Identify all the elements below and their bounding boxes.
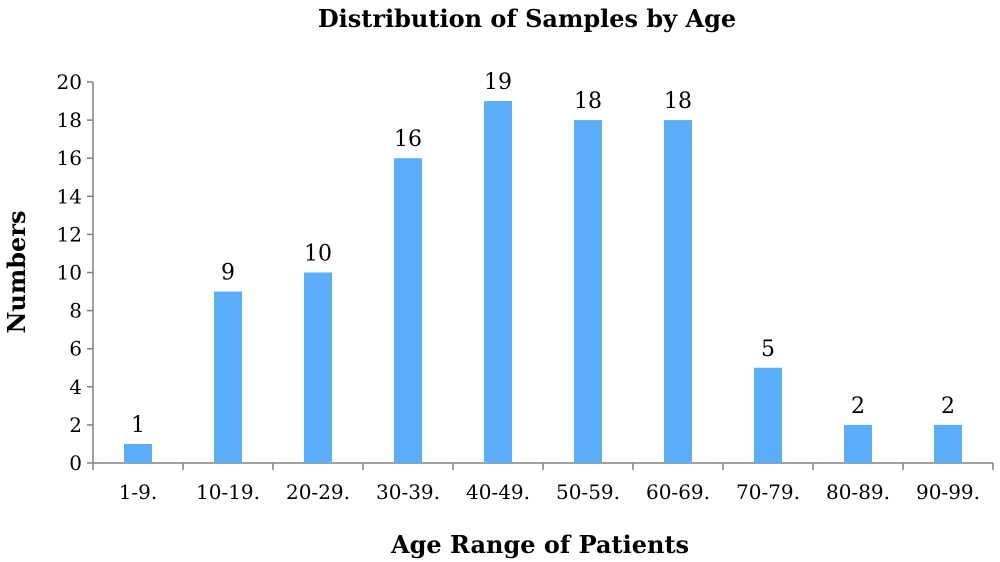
x-tick-label: 10-19. — [196, 480, 260, 504]
bar — [664, 120, 692, 463]
x-axis: 1-9. 10-19. 20-29. 30-39. 40-49. 50-59. 60-69.… — [92, 462, 994, 504]
y-tick-label: 10 — [57, 261, 82, 285]
bar-series — [124, 101, 962, 464]
x-tick-label: 80-89. — [826, 480, 890, 504]
x-tick-label: 50-59. — [556, 480, 620, 504]
y-tick-label: 18 — [57, 108, 82, 132]
data-label: 19 — [484, 70, 512, 95]
y-tick-label: 20 — [57, 70, 82, 94]
x-tick-label: 20-29. — [286, 480, 350, 504]
data-label: 18 — [664, 89, 692, 114]
y-tick-label: 16 — [57, 146, 82, 170]
y-tick-label: 2 — [69, 413, 82, 437]
y-tick-label: 8 — [69, 299, 82, 323]
x-tick-label: 30-39. — [376, 480, 440, 504]
data-label: 9 — [221, 261, 235, 286]
bar — [214, 291, 242, 463]
data-label: 16 — [394, 127, 422, 152]
y-tick-label: 0 — [69, 451, 82, 475]
data-label: 18 — [574, 89, 602, 114]
data-label: 5 — [761, 337, 775, 362]
data-label: 2 — [941, 394, 955, 419]
bar — [484, 101, 512, 464]
y-tick-label: 4 — [69, 375, 82, 399]
x-tick-label: 1-9. — [119, 480, 158, 504]
y-tick-label: 12 — [57, 222, 82, 246]
x-tick-label: 60-69. — [646, 480, 710, 504]
x-tick-label: 40-49. — [466, 480, 530, 504]
data-label: 1 — [131, 413, 145, 438]
data-label: 2 — [851, 394, 865, 419]
y-tick-label: 6 — [69, 337, 82, 361]
bar — [934, 424, 962, 463]
bar — [304, 272, 332, 463]
x-tick-label: 90-99. — [916, 480, 980, 504]
y-axis: 0 2 4 6 8 10 12 14 16 18 20 — [57, 70, 94, 475]
bar — [844, 424, 872, 463]
data-label: 10 — [304, 242, 332, 267]
x-axis-label: Age Range of Patients — [390, 530, 689, 559]
x-tick-label: 70-79. — [736, 480, 800, 504]
bar — [574, 120, 602, 463]
bar — [124, 443, 152, 463]
y-axis-label: Numbers — [2, 211, 31, 334]
bar — [394, 158, 422, 463]
chart-title: Distribution of Samples by Age — [318, 4, 736, 33]
y-tick-label: 14 — [57, 184, 82, 208]
bar — [754, 367, 782, 463]
